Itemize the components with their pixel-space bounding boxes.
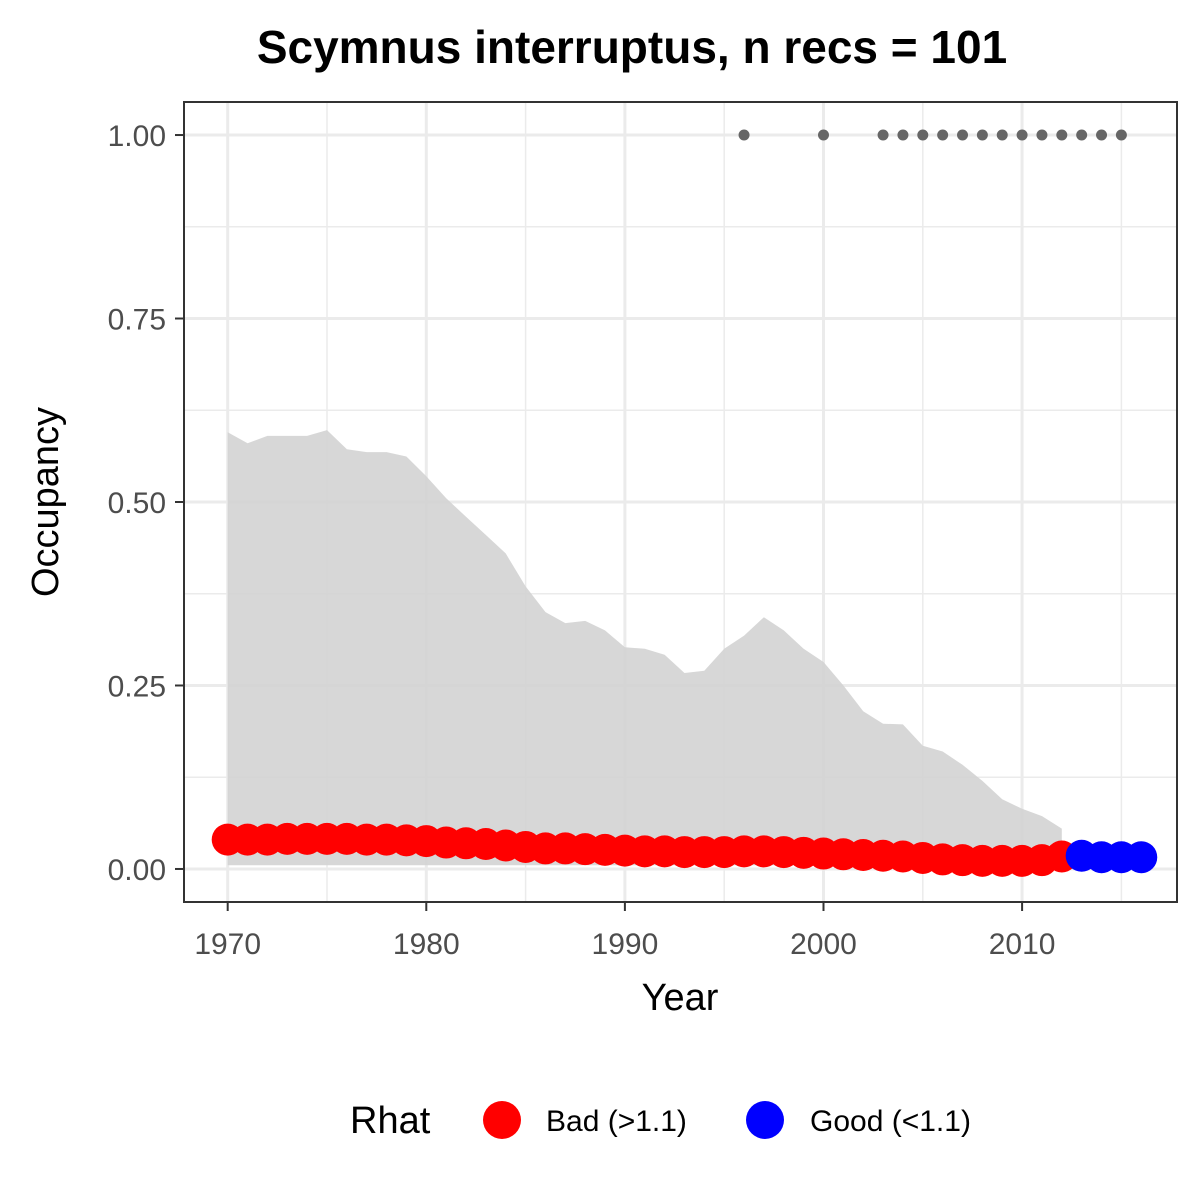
legend-label-bad: Bad (>1.1) xyxy=(546,1105,687,1138)
record-point xyxy=(877,129,889,141)
record-markers xyxy=(738,129,1127,141)
record-point xyxy=(1016,129,1028,141)
y-tick-label: 0.00 xyxy=(108,854,166,887)
record-point xyxy=(917,129,929,141)
record-point xyxy=(1036,129,1048,141)
record-point xyxy=(1056,129,1068,141)
x-tick-label: 1970 xyxy=(194,928,261,961)
legend-swatch-good xyxy=(746,1101,784,1139)
record-point xyxy=(937,129,949,141)
chart-title: Scymnus interruptus, n recs = 101 xyxy=(257,21,1007,73)
occupancy-points xyxy=(211,822,1158,877)
legend-swatch-bad xyxy=(483,1101,521,1139)
y-tick-label: 0.25 xyxy=(108,670,166,703)
x-axis-title: Year xyxy=(642,977,719,1019)
legend-title: Rhat xyxy=(350,1100,431,1142)
x-tick-label: 1990 xyxy=(592,928,659,961)
record-point xyxy=(996,129,1008,141)
legend: Rhat Bad (>1.1) Good (<1.1) xyxy=(350,1100,971,1142)
x-axis-ticks: 1970 1980 1990 2000 2010 xyxy=(194,902,1055,961)
record-point xyxy=(1076,129,1088,141)
y-tick-label: 1.00 xyxy=(108,120,166,153)
record-point xyxy=(1115,129,1127,141)
y-axis-title: Occupancy xyxy=(25,407,67,597)
record-point xyxy=(897,129,909,141)
record-point xyxy=(976,129,988,141)
x-tick-label: 1980 xyxy=(393,928,460,961)
good-rhat-point xyxy=(1125,841,1158,874)
record-point xyxy=(738,129,750,141)
record-point xyxy=(957,129,969,141)
record-point xyxy=(1096,129,1108,141)
y-tick-label: 0.75 xyxy=(108,304,166,337)
credible-interval-ribbon xyxy=(227,430,1062,866)
y-tick-label: 0.50 xyxy=(108,487,166,520)
x-tick-label: 2000 xyxy=(790,928,857,961)
ci-ribbon-area xyxy=(227,430,1062,866)
record-point xyxy=(817,129,829,141)
x-tick-label: 2010 xyxy=(989,928,1056,961)
legend-label-good: Good (<1.1) xyxy=(810,1105,971,1138)
y-axis-ticks: 0.00 0.25 0.50 0.75 1.00 xyxy=(108,120,184,887)
